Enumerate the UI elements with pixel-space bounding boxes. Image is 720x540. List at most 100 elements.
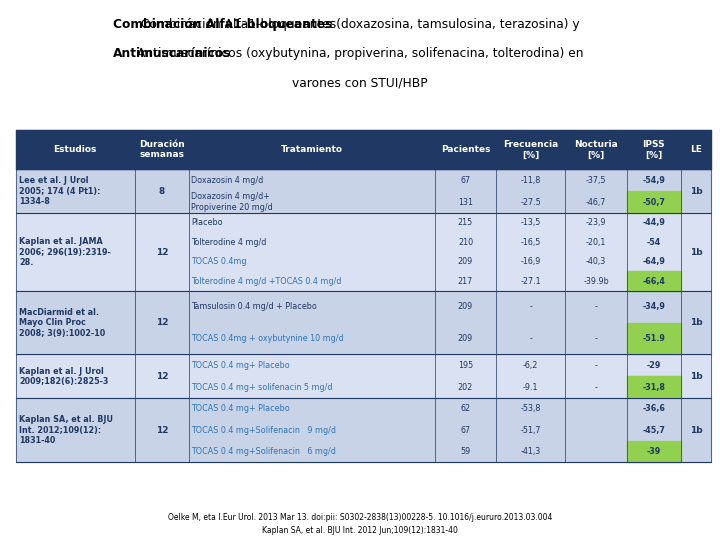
Bar: [16, 213, 711, 291]
Text: 1b: 1b: [690, 318, 703, 327]
Text: Frecuencia
[%]: Frecuencia [%]: [503, 140, 559, 159]
Bar: [627, 191, 680, 213]
Text: Kaplan SA, et al. BJU Int. 2012 Jun;109(12):1831-40: Kaplan SA, et al. BJU Int. 2012 Jun;109(…: [262, 526, 458, 535]
Text: Oelke M, eta l.Eur Urol. 2013 Mar 13. doi:pii: S0302-2838(13)00228-5. 10.1016/j.: Oelke M, eta l.Eur Urol. 2013 Mar 13. do…: [168, 512, 552, 522]
Bar: [16, 354, 711, 399]
Text: 202: 202: [458, 383, 473, 392]
Text: TOCAS 0.4mg: TOCAS 0.4mg: [191, 257, 246, 266]
Text: Nocturia
[%]: Nocturia [%]: [575, 140, 618, 159]
Text: 1b: 1b: [690, 426, 703, 435]
Text: -66,4: -66,4: [642, 276, 665, 286]
Text: Estudios: Estudios: [53, 145, 97, 154]
Text: -54,9: -54,9: [642, 176, 665, 185]
Text: -11,8: -11,8: [521, 176, 541, 185]
Text: -13,5: -13,5: [521, 218, 541, 227]
Text: IPSS
[%]: IPSS [%]: [642, 140, 665, 159]
Text: -: -: [595, 361, 598, 370]
Text: LE: LE: [690, 145, 702, 154]
Text: Combinación Alfa1-bloqueantes(doxazosina, tamsulosina, terazosina) y: Combinación Alfa1-bloqueantes(doxazosina…: [140, 17, 580, 30]
Text: 12: 12: [156, 372, 168, 381]
Text: Placebo: Placebo: [191, 218, 222, 227]
Text: Kaplan et al. J Urol
2009;182(6):2825-3: Kaplan et al. J Urol 2009;182(6):2825-3: [19, 367, 109, 386]
Text: 209: 209: [458, 257, 473, 266]
Text: -31,8: -31,8: [642, 383, 665, 392]
Text: Tolterodine 4 mg/d: Tolterodine 4 mg/d: [191, 238, 266, 247]
Text: 67: 67: [460, 176, 470, 185]
Text: Combinación Alfa1-bloqueantes: Combinación Alfa1-bloqueantes: [112, 17, 332, 30]
Text: TOCAS 0.4 mg+Solifenacin   6 mg/d: TOCAS 0.4 mg+Solifenacin 6 mg/d: [191, 447, 336, 456]
Bar: [627, 322, 680, 354]
Text: 59: 59: [460, 447, 471, 456]
Text: -37,5: -37,5: [586, 176, 606, 185]
Text: -27.1: -27.1: [521, 276, 541, 286]
Text: TOCAS 0.4 mg+ solifenacin 5 mg/d: TOCAS 0.4 mg+ solifenacin 5 mg/d: [191, 383, 333, 392]
Text: Antimuscarínicos (oxybutynina, propiverina, solifenacina, tolterodina) en: Antimuscarínicos (oxybutynina, propiveri…: [137, 47, 583, 60]
Text: -: -: [595, 383, 598, 392]
Text: TOCAS 0.4mg + oxybutynine 10 mg/d: TOCAS 0.4mg + oxybutynine 10 mg/d: [191, 334, 343, 343]
Text: Tratamiento: Tratamiento: [281, 145, 343, 154]
Text: Doxazosin 4 mg/d: Doxazosin 4 mg/d: [191, 176, 263, 185]
Text: Doxazosin 4 mg/d+
Propiverine 20 mg/d: Doxazosin 4 mg/d+ Propiverine 20 mg/d: [191, 192, 273, 212]
Text: 12: 12: [156, 318, 168, 327]
Text: -64,9: -64,9: [642, 257, 665, 266]
Text: 1b: 1b: [690, 372, 703, 381]
Bar: [627, 376, 680, 399]
Text: -27.5: -27.5: [521, 198, 541, 206]
Bar: [16, 169, 711, 213]
Text: 209: 209: [458, 302, 473, 311]
Text: Kaplan SA, et al. BJU
Int. 2012;109(12):
1831-40: Kaplan SA, et al. BJU Int. 2012;109(12):…: [19, 415, 113, 445]
Text: -16,9: -16,9: [521, 257, 541, 266]
Text: 215: 215: [458, 218, 473, 227]
Text: Pacientes: Pacientes: [441, 145, 490, 154]
Text: 1b: 1b: [690, 186, 703, 195]
Text: Tolterodine 4 mg/d +TOCAS 0.4 mg/d: Tolterodine 4 mg/d +TOCAS 0.4 mg/d: [191, 276, 341, 286]
Text: 12: 12: [156, 247, 168, 256]
Text: 1b: 1b: [690, 247, 703, 256]
Text: Tamsulosin 0.4 mg/d + Placebo: Tamsulosin 0.4 mg/d + Placebo: [191, 302, 317, 311]
Text: varones con STUI/HBP: varones con STUI/HBP: [292, 77, 428, 90]
Text: 217: 217: [458, 276, 473, 286]
Text: Antimuscarínicos: Antimuscarínicos: [112, 47, 231, 60]
Bar: [16, 291, 711, 354]
Text: -39.9b: -39.9b: [583, 276, 609, 286]
Text: 195: 195: [458, 361, 473, 370]
Text: -29: -29: [647, 361, 661, 370]
Text: Lee et al. J Urol
2005; 174 (4 Pt1):
1334-8: Lee et al. J Urol 2005; 174 (4 Pt1): 133…: [19, 176, 101, 206]
Text: 12: 12: [156, 426, 168, 435]
Text: -: -: [529, 302, 532, 311]
Text: -36,6: -36,6: [642, 404, 665, 414]
Text: 210: 210: [458, 238, 473, 247]
Text: -54: -54: [647, 238, 661, 247]
Text: 67: 67: [460, 426, 470, 435]
Text: MacDiarmid et al.
Mayo Clin Proc
2008; 3(9):1002-10: MacDiarmid et al. Mayo Clin Proc 2008; 3…: [19, 308, 106, 338]
Text: -23,9: -23,9: [586, 218, 606, 227]
Text: -40,3: -40,3: [586, 257, 606, 266]
Text: -16,5: -16,5: [521, 238, 541, 247]
Text: -45,7: -45,7: [642, 426, 665, 435]
Text: -51.9: -51.9: [642, 334, 665, 343]
Text: 131: 131: [458, 198, 473, 206]
Text: TOCAS 0.4 mg+ Placebo: TOCAS 0.4 mg+ Placebo: [191, 361, 289, 370]
Text: -: -: [529, 334, 532, 343]
Text: TOCAS 0.4 mg+ Placebo: TOCAS 0.4 mg+ Placebo: [191, 404, 289, 414]
Text: 209: 209: [458, 334, 473, 343]
Text: -20,1: -20,1: [586, 238, 606, 247]
Text: -51,7: -51,7: [521, 426, 541, 435]
Text: -53,8: -53,8: [521, 404, 541, 414]
Bar: [627, 441, 680, 462]
Text: -6,2: -6,2: [523, 361, 539, 370]
Text: TOCAS 0.4 mg+Solifenacin   9 mg/d: TOCAS 0.4 mg+Solifenacin 9 mg/d: [191, 426, 336, 435]
Text: -39: -39: [647, 447, 661, 456]
Text: -46,7: -46,7: [586, 198, 606, 206]
Text: Duración
semanas: Duración semanas: [139, 140, 184, 159]
Text: -50,7: -50,7: [642, 198, 665, 206]
Text: 62: 62: [460, 404, 470, 414]
Text: -: -: [595, 334, 598, 343]
Text: -: -: [595, 302, 598, 311]
Bar: [16, 130, 711, 169]
Text: -34,9: -34,9: [642, 302, 665, 311]
Bar: [627, 272, 680, 291]
Text: -9.1: -9.1: [523, 383, 539, 392]
Text: 8: 8: [158, 186, 165, 195]
Text: Kaplan et al. JAMA
2006; 296(19):2319-
28.: Kaplan et al. JAMA 2006; 296(19):2319- 2…: [19, 237, 111, 267]
